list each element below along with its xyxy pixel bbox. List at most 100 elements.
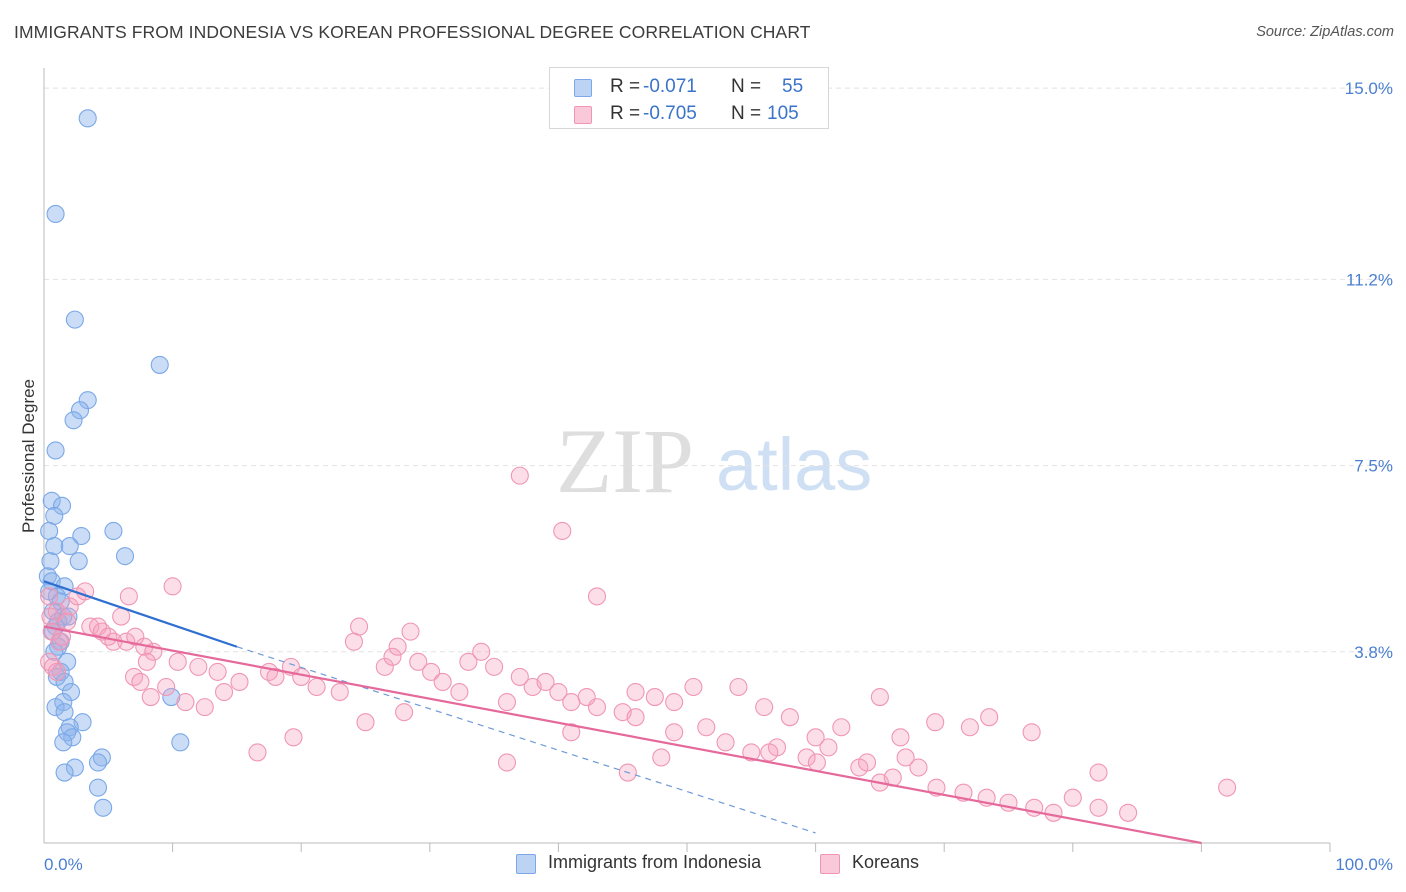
y-axis-label: Professional Degree (19, 379, 38, 533)
korean-point-30 (214, 682, 234, 702)
korean-point-43 (401, 622, 420, 641)
korean-point-104 (665, 723, 684, 742)
indonesia-point-53 (88, 778, 108, 797)
chart-title: IMMIGRANTS FROM INDONESIA VS KOREAN PROF… (14, 22, 811, 42)
indonesia-point-10 (45, 506, 64, 525)
korean-point-10 (50, 632, 69, 651)
indonesia-point-41 (46, 698, 65, 717)
korean-point-68 (819, 738, 838, 757)
indonesia-point-38 (61, 682, 81, 702)
watermark-atlas: atlas (716, 423, 872, 506)
indonesia-point-0 (78, 109, 97, 128)
indonesia-point-8 (42, 491, 61, 510)
indonesia-point-54 (94, 798, 113, 817)
korean-point-29 (137, 652, 156, 671)
korean-point-41 (383, 647, 402, 666)
korean-point-50 (485, 657, 504, 676)
korean-point-116 (176, 693, 195, 712)
bottom-legend-label-koreans: Koreans (852, 852, 920, 872)
indonesia-point-48 (171, 733, 190, 752)
legend-r-value: -0.071 (643, 76, 697, 97)
trend-indonesia-extension (236, 646, 816, 834)
korean-point-110 (510, 466, 529, 485)
indonesia-point-24 (51, 592, 70, 611)
korean-point-90 (760, 743, 779, 762)
korean-point-74 (896, 748, 915, 767)
korean-point-62 (684, 677, 703, 697)
bottom-legend-swatch-indonesia (516, 854, 536, 874)
indonesia-point-9 (52, 496, 72, 515)
korean-point-51 (510, 667, 529, 686)
legend-r-label: R = (610, 103, 641, 124)
korean-point-48 (459, 652, 478, 671)
korean-point-23 (189, 657, 208, 676)
indonesia-point-6 (64, 411, 83, 430)
korean-point-99 (356, 713, 375, 732)
indonesia-point-39 (162, 688, 181, 707)
watermark-zip: ZIP (556, 410, 694, 512)
korean-point-38 (344, 632, 363, 651)
korean-point-8 (163, 577, 182, 596)
korean-point-109 (870, 688, 889, 707)
indonesia-point-18 (69, 552, 88, 571)
korean-point-71 (857, 753, 877, 772)
y-tick-labels: 3.8% 7.5% 11.2% 15.0% (1345, 79, 1393, 662)
legend-n-label: N = (731, 103, 762, 124)
korean-point-40 (375, 657, 394, 676)
korean-point-113 (131, 672, 150, 692)
korean-point-35 (292, 667, 311, 686)
korean-point-88 (652, 748, 671, 767)
korean-point-107 (780, 708, 799, 727)
y-tick-label-2: 11.2% (1346, 270, 1393, 289)
y-tick-label-0: 3.8% (1354, 643, 1393, 662)
series-koreans-points (40, 466, 1237, 822)
korean-point-7 (119, 587, 138, 606)
korean-point-47 (450, 682, 469, 702)
indonesia-point-7 (46, 441, 65, 460)
legend-n-value: 105 (767, 103, 799, 124)
indonesia-point-51 (65, 758, 84, 777)
y-tick-label-3: 15.0% (1345, 79, 1393, 98)
korean-point-44 (409, 652, 428, 671)
korean-point-89 (697, 718, 716, 737)
korean-point-4 (60, 597, 79, 616)
bottom-legend-label-indonesia: Immigrants from Indonesia (548, 852, 762, 872)
korean-point-46 (433, 672, 452, 692)
indonesia-point-37 (55, 672, 74, 692)
y-tick-label-1: 7.5% (1354, 457, 1393, 476)
korean-point-81 (1044, 803, 1063, 822)
korean-point-96 (1089, 763, 1108, 782)
indonesia-point-13 (104, 521, 123, 541)
korean-point-42 (388, 637, 407, 656)
korean-point-75 (909, 758, 928, 777)
korean-point-59 (626, 708, 645, 727)
indonesia-point-17 (41, 552, 60, 571)
korean-point-45 (422, 662, 441, 681)
legend-n-value: 55 (782, 76, 804, 97)
legend-r-value: -0.705 (643, 103, 697, 124)
korean-point-37 (330, 682, 349, 702)
indonesia-point-12 (72, 526, 91, 546)
korean-point-31 (230, 672, 249, 692)
gridlines (44, 87, 1392, 653)
korean-point-18 (126, 627, 145, 646)
indonesia-point-50 (88, 753, 108, 772)
indonesia-point-14 (45, 537, 64, 556)
korean-point-53 (536, 672, 555, 692)
indonesia-point-2 (65, 310, 84, 329)
korean-point-3 (58, 612, 77, 631)
korean-point-85 (1218, 778, 1237, 797)
source-credit: Source: ZipAtlas.com (1256, 24, 1394, 40)
legend-swatch-indonesia (574, 79, 592, 97)
indonesia-point-45 (58, 723, 77, 742)
korean-point-93 (960, 718, 979, 737)
korean-point-2 (41, 607, 60, 626)
correlation-legend: R = -0.071 N = 55 R = -0.705 N = 105 (549, 67, 829, 129)
indonesia-point-33 (45, 642, 64, 661)
trend-indonesia (43, 580, 238, 648)
korean-point-102 (562, 723, 581, 742)
korean-point-86 (497, 753, 517, 772)
korean-point-24 (208, 662, 227, 681)
korean-point-66 (797, 748, 816, 767)
